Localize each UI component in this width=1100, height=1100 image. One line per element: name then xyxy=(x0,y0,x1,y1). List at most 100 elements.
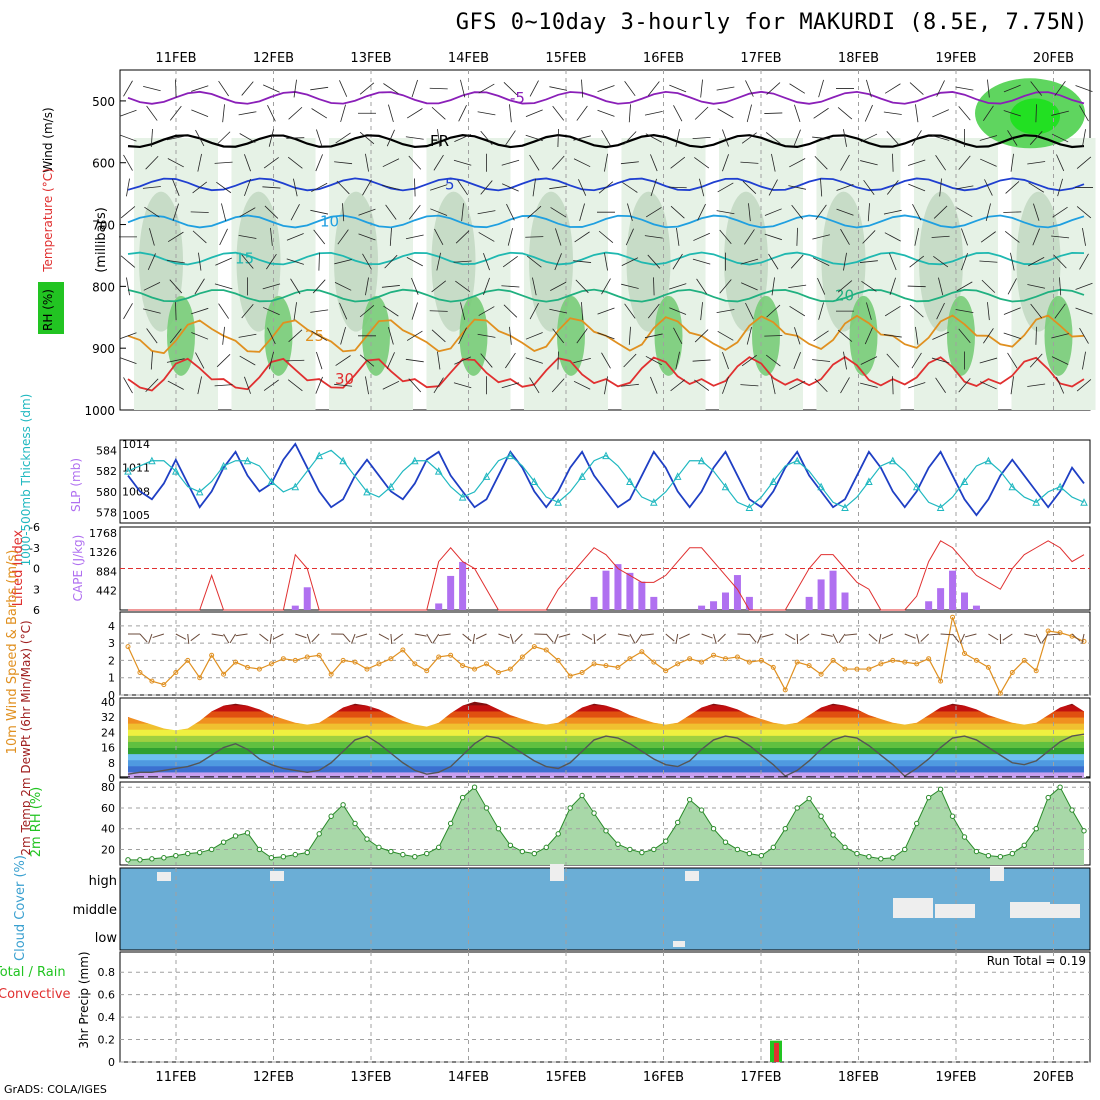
wind-barb xyxy=(554,253,562,271)
cape-bar xyxy=(972,605,980,610)
wind-barb xyxy=(837,107,853,120)
surface-wind-barb xyxy=(784,633,796,641)
wind-barb xyxy=(525,332,543,340)
rh-shade-green xyxy=(654,295,683,376)
wind-barb xyxy=(175,79,177,98)
wind-barb xyxy=(388,104,394,123)
cloud-level-label: low xyxy=(95,931,118,946)
wind-barb xyxy=(912,204,922,221)
wind-barb xyxy=(1054,81,1066,97)
wind-barb xyxy=(216,181,232,194)
wind-barb xyxy=(293,302,297,321)
wind-barb xyxy=(647,254,661,269)
wind-barb xyxy=(837,280,853,293)
wind-barb xyxy=(840,154,850,171)
precip-tick-label: 0 xyxy=(108,1056,115,1069)
precip-convective-bar xyxy=(774,1042,779,1062)
middle-cloud-block xyxy=(935,904,975,918)
date-label-bottom: 11FEB xyxy=(155,1070,196,1085)
cape-bar xyxy=(961,592,968,610)
wind-barb xyxy=(293,79,297,98)
panel-frame-pres xyxy=(119,439,1091,524)
date-label-top: 14FEB xyxy=(448,51,489,66)
thickness-marker xyxy=(243,456,252,465)
high-cloud-block xyxy=(685,871,699,881)
wind-barb xyxy=(1028,182,1045,193)
wind-barb xyxy=(388,327,394,345)
wind-barb xyxy=(551,155,565,170)
rh-marker xyxy=(579,792,585,799)
rh-marker xyxy=(280,854,287,860)
surface-wind-barb xyxy=(554,633,559,644)
wind-barb xyxy=(884,305,901,317)
wind-barb xyxy=(840,228,850,245)
wind-barb xyxy=(238,234,257,239)
wind-barb xyxy=(578,179,587,196)
slp-line xyxy=(127,442,1085,517)
wind-barb xyxy=(1027,284,1046,289)
rh-marker xyxy=(352,820,358,827)
wind-barb xyxy=(340,104,346,123)
wind-barb xyxy=(310,309,329,313)
surface-wind-barb xyxy=(761,633,774,638)
date-label-top: 19FEB xyxy=(935,51,976,66)
wind-barb xyxy=(359,131,375,145)
cape-bar xyxy=(650,596,658,610)
rh-marker xyxy=(149,856,155,862)
wind-barb xyxy=(812,234,830,240)
wind-barb xyxy=(623,353,637,368)
wind-barb xyxy=(931,235,950,238)
wind-barb xyxy=(264,205,279,219)
surface-wind-barb xyxy=(1048,633,1061,636)
rh-marker xyxy=(615,841,621,847)
surface-wind-barb xyxy=(641,633,654,636)
wind-barb xyxy=(861,280,877,292)
wind-barb xyxy=(119,109,137,117)
rh-marker xyxy=(495,825,502,832)
cape-bar xyxy=(949,570,957,610)
wind-barb xyxy=(645,355,662,366)
temp-tick-label: 32 xyxy=(101,711,115,724)
cape-tick-label: 884 xyxy=(96,565,117,578)
thickness-marker xyxy=(554,498,563,506)
wind-barb xyxy=(1004,231,1020,243)
wind-barb xyxy=(980,231,996,243)
rh-marker xyxy=(651,846,657,853)
cape-bar xyxy=(805,596,813,610)
isotherm-line xyxy=(127,133,1085,149)
wind-barb xyxy=(385,204,397,220)
wind-barb xyxy=(598,181,614,194)
wind-barb xyxy=(525,236,544,238)
wind-barb xyxy=(771,277,775,296)
surface-wind-barb xyxy=(462,633,472,642)
wind-barb xyxy=(1029,353,1043,368)
wind-barb xyxy=(431,329,446,343)
wind-barb xyxy=(719,229,732,245)
wind-barb xyxy=(166,135,185,141)
wind-speed-marker xyxy=(711,652,717,658)
wind-barb xyxy=(692,258,711,265)
wind-speed-marker xyxy=(926,656,932,662)
rh-marker xyxy=(173,852,179,859)
credit-text: GrADS: COLA/IGES xyxy=(4,1083,107,1096)
wind-barb xyxy=(290,204,300,221)
cape-bar xyxy=(459,561,467,610)
wind-barb xyxy=(573,260,592,263)
wind-barb xyxy=(812,136,831,140)
wind-speed-marker xyxy=(304,654,310,660)
temp-color-band xyxy=(128,753,1084,761)
wind-barb xyxy=(915,326,919,345)
wind-barb xyxy=(406,257,423,267)
wind-barb xyxy=(286,258,304,265)
surface-wind-barb xyxy=(342,633,351,643)
wind-barb xyxy=(143,85,161,92)
wind-barb xyxy=(936,80,945,97)
wind-barb xyxy=(716,86,735,91)
wind-barb xyxy=(604,376,608,395)
isotherm-line xyxy=(127,214,1085,229)
wind-barb xyxy=(287,156,303,169)
surface-wind-barb xyxy=(878,633,882,644)
surface-wind-barb xyxy=(414,633,427,637)
rh-marker xyxy=(830,832,836,838)
wind-barb xyxy=(386,129,395,147)
